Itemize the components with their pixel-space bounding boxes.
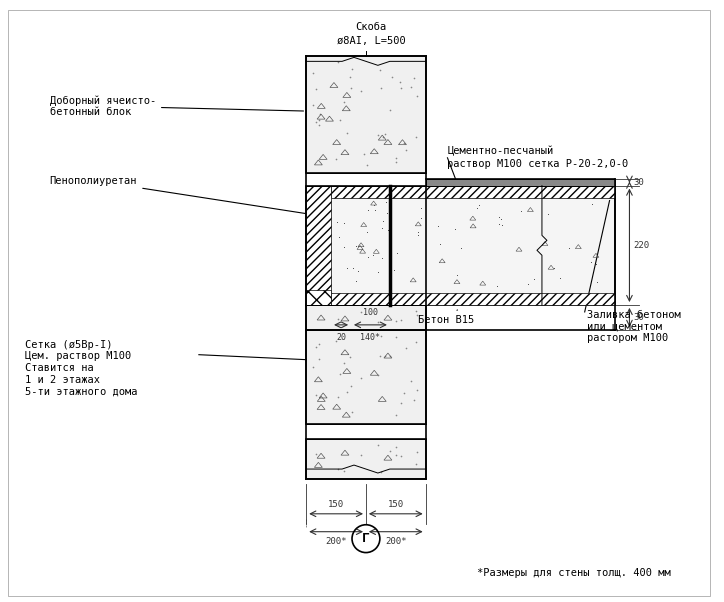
Text: 200*: 200* bbox=[325, 536, 347, 545]
Text: 100: 100 bbox=[363, 308, 378, 317]
Text: 140*: 140* bbox=[361, 333, 380, 342]
Text: *Размеры для стены толщ. 400 мм: *Размеры для стены толщ. 400 мм bbox=[477, 568, 671, 579]
Text: Скоба: Скоба bbox=[355, 22, 387, 31]
Text: Цементно-песчаный: Цементно-песчаный bbox=[447, 146, 554, 156]
Bar bbox=[306, 290, 331, 305]
Text: 200*: 200* bbox=[385, 536, 406, 545]
Text: Заливка бетоном
или цементом
растором М100: Заливка бетоном или цементом растором М1… bbox=[586, 310, 681, 343]
Text: ø8AI, L=500: ø8AI, L=500 bbox=[337, 37, 405, 46]
Text: раствор М100 сетка Р-20-2,0-0: раствор М100 сетка Р-20-2,0-0 bbox=[447, 159, 628, 169]
Text: Доборный ячеисто-
бетонный блок: Доборный ячеисто- бетонный блок bbox=[50, 95, 303, 117]
Text: 150: 150 bbox=[388, 500, 404, 509]
Bar bbox=[306, 439, 426, 479]
Bar bbox=[306, 57, 426, 173]
Text: Пенополиуретан: Пенополиуретан bbox=[50, 176, 316, 215]
Text: 150: 150 bbox=[328, 500, 344, 509]
Bar bbox=[306, 185, 331, 305]
Text: 220: 220 bbox=[634, 241, 649, 250]
Bar bbox=[331, 185, 615, 197]
Bar bbox=[306, 185, 615, 305]
Text: Сетка (ø5Вр-I)
Цем. раствор М100
Ставится на
1 и 2 этажах
5-ти этажного дома: Сетка (ø5Вр-I) Цем. раствор М100 Ставитс… bbox=[25, 340, 138, 396]
Bar bbox=[331, 293, 615, 305]
Bar bbox=[157, 57, 634, 509]
Bar bbox=[426, 179, 615, 185]
Text: 30: 30 bbox=[634, 178, 644, 187]
Bar bbox=[306, 305, 426, 330]
Text: Г: Г bbox=[362, 532, 370, 545]
Bar bbox=[426, 179, 615, 185]
Text: 30: 30 bbox=[634, 313, 644, 322]
Bar bbox=[306, 330, 426, 424]
Text: Бетон В15: Бетон В15 bbox=[418, 310, 474, 325]
Text: 20: 20 bbox=[336, 333, 346, 342]
